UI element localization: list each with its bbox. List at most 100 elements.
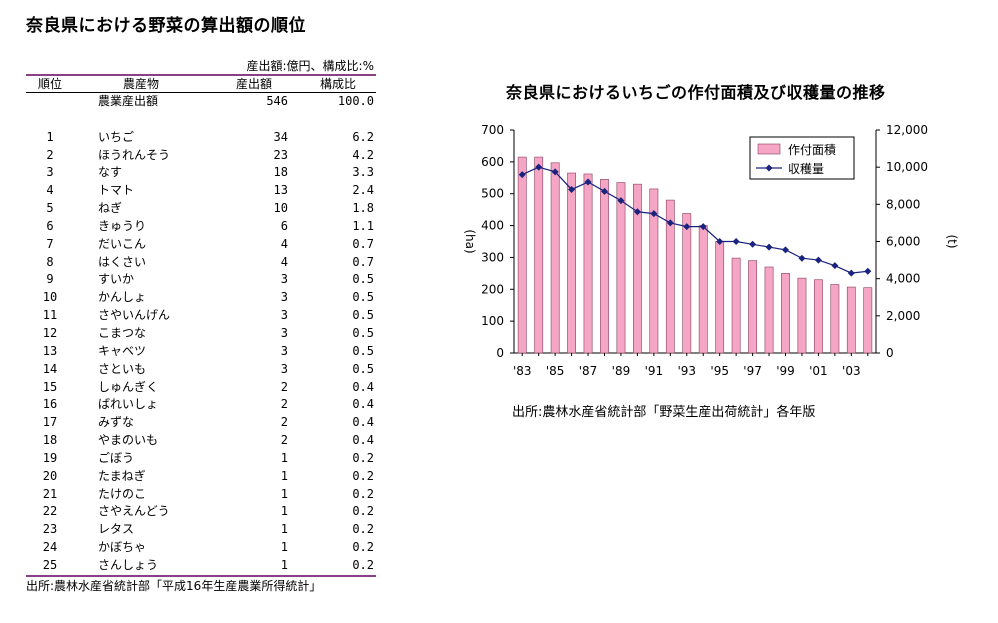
table-header-row: 順位 農産物 産出額 構成比	[26, 76, 376, 93]
row-value: 2	[208, 414, 300, 432]
y-left-tick-label: 300	[481, 250, 504, 264]
row-share: 1.8	[300, 200, 376, 218]
table-row: 3 なす 18 3.3	[26, 164, 376, 182]
legend-label: 収穫量	[788, 162, 824, 176]
row-rank: 22	[26, 503, 74, 521]
row-value: 2	[208, 396, 300, 414]
row-value: 3	[208, 271, 300, 289]
x-tick-label: '87	[579, 364, 598, 378]
row-share: 0.4	[300, 379, 376, 397]
x-tick-label: '99	[776, 364, 795, 378]
table-row: 9 すいか 3 0.5	[26, 271, 376, 289]
row-crop: なす	[74, 164, 208, 182]
row-share: 6.2	[300, 129, 376, 147]
row-rank: 5	[26, 200, 74, 218]
row-value: 3	[208, 361, 300, 379]
point	[782, 246, 789, 253]
row-value: 2	[208, 379, 300, 397]
row-crop: キャベツ	[74, 343, 208, 361]
y-left-tick-label: 0	[496, 346, 504, 360]
table-row: 14 さといも 3 0.5	[26, 361, 376, 379]
row-crop: さやえんどう	[74, 503, 208, 521]
ranking-table: 順位 農産物 産出額 構成比 農業産出額 546 100.0 1 いちご 34 6.2…	[26, 76, 376, 575]
row-rank: 6	[26, 218, 74, 236]
table-row: 25 さんしょう 1 0.2	[26, 557, 376, 575]
table-row: 24 かぼちゃ 1 0.2	[26, 539, 376, 557]
bar	[765, 267, 773, 353]
point	[798, 255, 805, 262]
table-row: 11 さやいんげん 3 0.5	[26, 307, 376, 325]
header-crop: 農産物	[74, 76, 208, 93]
row-share: 4.2	[300, 147, 376, 165]
row-value: 3	[208, 343, 300, 361]
row-crop: はくさい	[74, 254, 208, 272]
table-row: 4 トマト 13 2.4	[26, 182, 376, 200]
row-value: 18	[208, 164, 300, 182]
table-row: 15 しゅんぎく 2 0.4	[26, 379, 376, 397]
x-tick-label: '95	[710, 364, 729, 378]
row-value: 1	[208, 521, 300, 539]
bar	[551, 163, 559, 353]
row-rank: 7	[26, 236, 74, 254]
row-value: 3	[208, 325, 300, 343]
table-row: 19 ごぼう 1 0.2	[26, 450, 376, 468]
row-share: 0.2	[300, 557, 376, 575]
row-value: 13	[208, 182, 300, 200]
table-row: 5 ねぎ 10 1.8	[26, 200, 376, 218]
row-share: 0.4	[300, 414, 376, 432]
row-rank: 9	[26, 271, 74, 289]
row-share: 2.4	[300, 182, 376, 200]
row-rank: 20	[26, 468, 74, 486]
bar	[748, 261, 756, 353]
table-body: 農業産出額 546 100.0 1 いちご 34 6.2 2 ほうれんそう 23 4.2 3 なす…	[26, 93, 376, 575]
y-left-tick-label: 700	[481, 123, 504, 137]
x-tick-label: '03	[842, 364, 861, 378]
y-right-tick-label: 10,000	[886, 160, 928, 174]
row-share: 1.1	[300, 218, 376, 236]
x-tick-label: '93	[677, 364, 696, 378]
row-rank: 21	[26, 486, 74, 504]
x-tick-label: '91	[645, 364, 664, 378]
legend-bar-swatch	[758, 144, 780, 154]
table-row: 16 ばれいしょ 2 0.4	[26, 396, 376, 414]
row-share: 0.5	[300, 343, 376, 361]
point	[749, 241, 756, 248]
row-share: 0.5	[300, 271, 376, 289]
y-right-tick-label: 6,000	[886, 235, 920, 249]
row-rank: 23	[26, 521, 74, 539]
row-share: 0.7	[300, 236, 376, 254]
bar	[732, 258, 740, 353]
row-rank: 19	[26, 450, 74, 468]
row-crop: ばれいしょ	[74, 396, 208, 414]
strawberry-chart: 010020030040050060070002,0004,0006,0008,…	[440, 115, 980, 390]
ranking-table-block: 産出額:億円、構成比:% 順位 農産物 産出額 構成比 農業産出額 546 10…	[26, 58, 376, 594]
point	[831, 262, 838, 269]
header-rank: 順位	[26, 76, 74, 93]
row-crop: かんしょ	[74, 289, 208, 307]
row-crop: しゅんぎく	[74, 379, 208, 397]
row-share: 0.2	[300, 521, 376, 539]
row-share: 0.5	[300, 361, 376, 379]
row-rank: 10	[26, 289, 74, 307]
row-value: 2	[208, 432, 300, 450]
table-source-note: 出所:農林水産省統計部「平成16年生産農業所得統計」	[26, 577, 376, 594]
row-crop: いちご	[74, 129, 208, 147]
table-row: 8 はくさい 4 0.7	[26, 254, 376, 272]
table-row: 17 みずな 2 0.4	[26, 414, 376, 432]
point	[815, 257, 822, 264]
chart-source-note: 出所:農林水産省統計部「野菜生産出荷統計」各年版	[512, 401, 815, 420]
bar	[518, 157, 526, 353]
bar	[781, 273, 789, 353]
bar	[617, 183, 625, 353]
row-crop: かぼちゃ	[74, 539, 208, 557]
row-crop: たけのこ	[74, 486, 208, 504]
bar	[798, 278, 806, 353]
point	[848, 270, 855, 277]
row-rank: 16	[26, 396, 74, 414]
header-value: 産出額	[208, 76, 300, 93]
table-row: 13 キャベツ 3 0.5	[26, 343, 376, 361]
y-right-tick-label: 2,000	[886, 309, 920, 323]
row-crop: だいこん	[74, 236, 208, 254]
bar	[699, 226, 707, 353]
table-row: 2 ほうれんそう 23 4.2	[26, 147, 376, 165]
